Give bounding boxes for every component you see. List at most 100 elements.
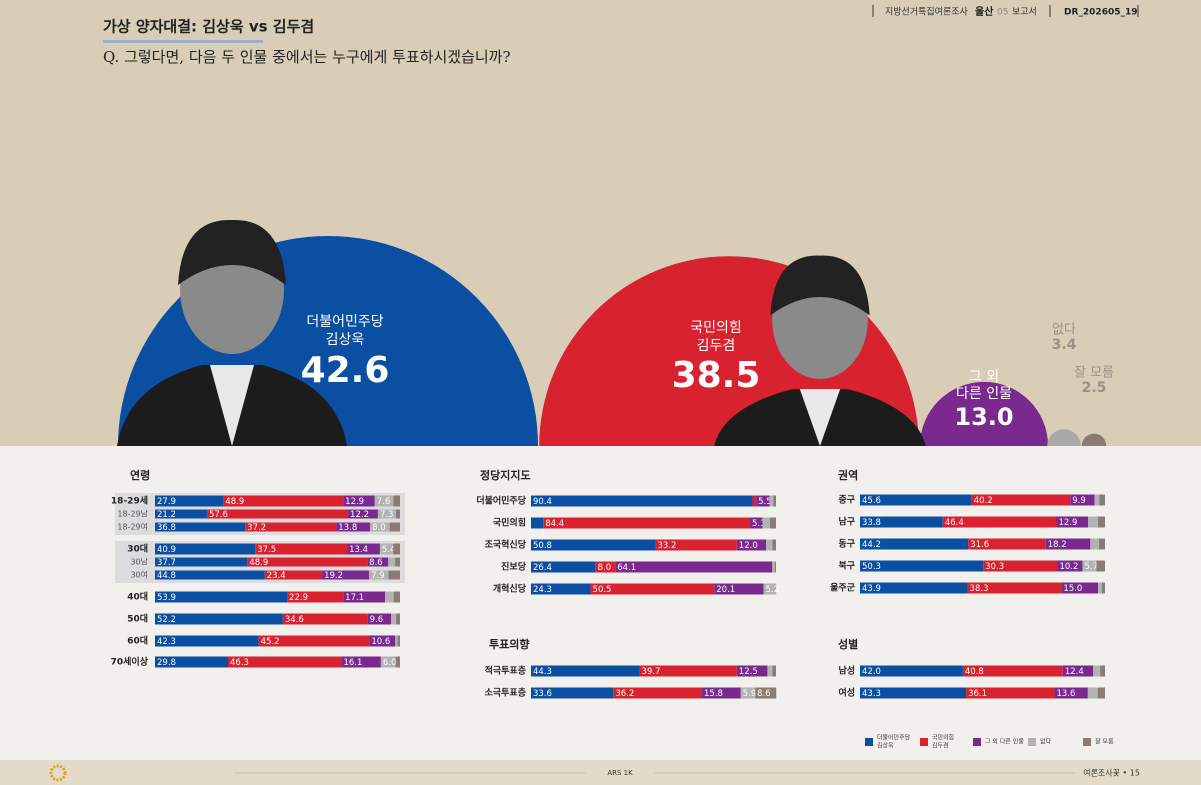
bar-segment [1100, 665, 1105, 677]
value-label: 50.8 [533, 541, 552, 551]
value-label: 53.9 [157, 593, 176, 603]
bar-segment [860, 687, 967, 699]
value-label: 40.9 [157, 545, 176, 555]
legend-swatch [1083, 738, 1091, 746]
value-label: 27.9 [157, 497, 176, 507]
bar-segment [343, 591, 386, 603]
bar-segment [1045, 538, 1091, 550]
value-label: 5.7 [1084, 562, 1098, 572]
bar-segment [639, 665, 737, 677]
legend-label: 없다 [1040, 738, 1052, 746]
value-label: 45.6 [862, 496, 881, 506]
value-label: 45.2 [261, 637, 280, 647]
bubble-label: 김상욱 [326, 332, 365, 348]
row-label: 조국혁신당 [485, 539, 527, 551]
bar-segment [255, 543, 348, 555]
portrait-collar [210, 365, 254, 446]
bar-segment [1094, 494, 1100, 506]
bar-segment [773, 495, 776, 507]
bar-segment [613, 687, 703, 699]
bar-segment [971, 494, 1071, 506]
portraits [117, 219, 926, 446]
row-label: 70세이상 [111, 656, 149, 668]
value-label: 12.9 [345, 497, 364, 507]
bar-segment [702, 687, 741, 699]
legend-swatch [865, 738, 873, 746]
bar-segment [393, 495, 400, 507]
row-label: 국민의힘 [493, 517, 526, 529]
bubble [1047, 429, 1081, 446]
value-label: 9.6 [370, 615, 384, 625]
value-label: 5.9 [743, 689, 757, 699]
value-label: 30.3 [985, 562, 1004, 572]
header-meta: DR_202605_19 [1064, 8, 1138, 18]
bar-segment [389, 522, 400, 532]
value-label: 37.5 [257, 545, 276, 555]
bar-segment [755, 687, 777, 699]
title: 가상 양자대결: 김상욱 vs 김두겸 [103, 18, 314, 36]
bar-segment [385, 591, 394, 603]
value-label: 18.2 [1048, 540, 1067, 550]
bubble [919, 381, 1049, 446]
bar-segment [1093, 665, 1101, 677]
bar-segment [655, 539, 737, 551]
footer-background [0, 760, 1201, 785]
bar-segment [374, 495, 394, 507]
bar-segment [348, 509, 378, 519]
bar-segment [1054, 687, 1088, 699]
bar-segment [531, 517, 544, 529]
value-label: 5.5 [758, 497, 772, 507]
legend-swatch [1028, 738, 1036, 746]
row-label: 중구 [838, 495, 855, 506]
row-label: 남성 [838, 665, 855, 677]
bubble-label: 다른 인물 [956, 386, 1012, 402]
bar-segment [367, 557, 389, 567]
value-label: 36.8 [157, 523, 176, 533]
portrait-hair [770, 255, 870, 316]
bar-segment [967, 582, 1062, 594]
bar-segment [287, 591, 344, 603]
value-label: 48.9 [225, 497, 244, 507]
bar-segment [343, 495, 375, 507]
bar-segment [1088, 516, 1098, 528]
bar-segment [766, 539, 773, 551]
value-label: 26.4 [533, 563, 552, 573]
bar-segment [860, 516, 943, 528]
bar-segment [750, 517, 763, 529]
value-label: 29.8 [157, 658, 176, 668]
legend-label: 그 외 다른 인물 [985, 738, 1024, 746]
value-label: 16.1 [343, 658, 362, 668]
bar-segment [369, 635, 396, 647]
bubble-label: 김두겸 [697, 338, 736, 354]
bar-segment [264, 570, 323, 580]
row-label: 18-29남 [117, 510, 148, 519]
bubble-value: 38.5 [672, 355, 761, 396]
value-label: 5.2 [766, 585, 780, 595]
row-label: 동구 [838, 539, 855, 550]
value-label: 13.4 [349, 545, 368, 555]
value-label: 23.4 [267, 571, 286, 581]
bar-segment [769, 495, 774, 507]
value-label: 39.7 [642, 667, 661, 677]
value-label: 43.3 [862, 689, 881, 699]
bar-segment [1082, 560, 1097, 572]
value-label: 8.6 [369, 558, 383, 568]
bar-segment [379, 543, 394, 555]
value-label: 24.3 [533, 585, 552, 595]
bar-segment [966, 687, 1055, 699]
bar-segment [395, 635, 398, 647]
value-label: 12.9 [1058, 518, 1077, 528]
bubble-label: 없다 [1052, 323, 1076, 338]
bar-segment [531, 687, 614, 699]
bar-segment [762, 517, 770, 529]
legend-swatch [920, 738, 928, 746]
bar-segment [393, 591, 400, 603]
value-label: 6.0 [383, 658, 397, 668]
bar-segment [206, 509, 349, 519]
row-label: 소극투표층 [485, 687, 526, 699]
bar-segment [531, 583, 591, 595]
bar-segment [615, 561, 773, 573]
bar-segment [1090, 538, 1099, 550]
bar-segment [736, 539, 767, 551]
row-label: 더불어민주당 [476, 495, 526, 507]
